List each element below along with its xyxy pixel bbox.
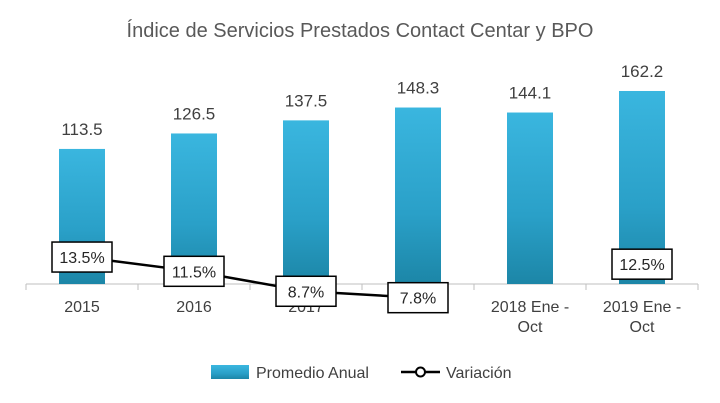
legend-label-line: Variación	[446, 365, 512, 382]
variation-label-box	[51, 241, 113, 273]
variation-point: 11.5%	[163, 255, 225, 288]
variation-label: 11.5%	[172, 264, 216, 281]
x-tick-label: Oct	[630, 319, 655, 336]
variation-point: 8.7%	[275, 275, 337, 308]
variation-label: 12.5%	[619, 257, 664, 274]
bar-value-label: 137.5	[285, 91, 328, 110]
variation-label: 13.5%	[59, 250, 104, 267]
bar	[395, 107, 441, 284]
variation-label-box	[387, 281, 449, 314]
variation-point: 7.8%	[387, 281, 449, 314]
variation-point: 12.5%	[611, 248, 673, 280]
legend-swatch-bar	[211, 365, 249, 379]
x-tick-label: 2018 Ene -	[491, 299, 569, 316]
variation-label-box	[611, 248, 673, 280]
legend: Promedio Anual Variación	[211, 365, 512, 382]
variation-label: 7.8%	[400, 291, 436, 308]
legend-label-bar: Promedio Anual	[256, 365, 369, 382]
x-tick-label: Oct	[518, 319, 543, 336]
legend-marker	[415, 366, 426, 378]
variation-label: 8.7%	[288, 284, 324, 301]
bar-value-label: 144.1	[509, 84, 552, 103]
variation-line	[81, 255, 419, 299]
bar-value-label: 113.5	[61, 120, 102, 139]
x-tick-label: 2015	[64, 299, 100, 316]
x-tick-label: 2019 Ene -	[603, 299, 681, 316]
x-tick-label: 2016	[176, 299, 212, 316]
bar	[507, 112, 553, 285]
variation-label-box	[275, 275, 337, 308]
bar-value-label: 148.3	[397, 79, 440, 98]
chart-title: Índice de Servicios Prestados Contact Ce…	[127, 19, 594, 42]
bar-value-label: 126.5	[173, 104, 216, 123]
plot-area: 113.52015126.52016137.52017148.32018144.…	[25, 62, 699, 336]
bar-value-label: 162.2	[621, 62, 664, 81]
variation-label-box	[163, 255, 225, 288]
bar	[283, 120, 329, 284]
variation-point: 13.5%	[51, 241, 113, 273]
